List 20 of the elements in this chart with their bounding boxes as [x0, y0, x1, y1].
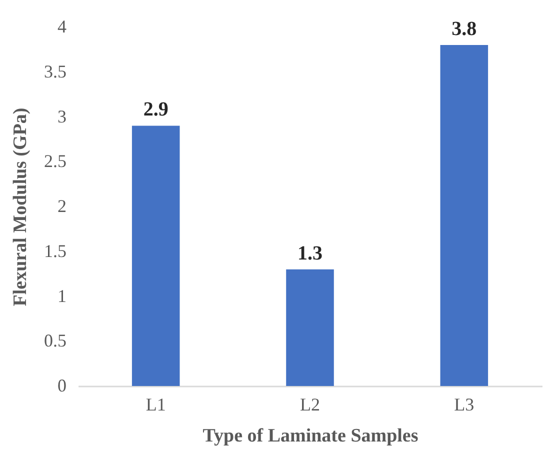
data-label: 1.3 [298, 242, 322, 264]
y-tick-label: 3.5 [44, 61, 66, 82]
bar [440, 44, 488, 386]
y-tick-label: 1.5 [44, 240, 66, 261]
x-tick-label: L3 [454, 394, 474, 414]
x-tick-label: L2 [300, 394, 320, 414]
data-label: 3.8 [452, 18, 477, 40]
x-axis-title: Type of Laminate Samples [202, 426, 418, 446]
bar [132, 126, 180, 386]
y-tick-label: 2.5 [44, 151, 66, 172]
y-tick-label: 2 [58, 196, 66, 216]
y-tick-label: 0 [58, 376, 66, 396]
y-tick-label: 4 [58, 16, 66, 36]
y-tick-label: 1 [58, 286, 66, 306]
y-tick-label: 0.5 [44, 330, 66, 351]
y-axis-title: Flexural Modulus (GPa) [10, 108, 31, 306]
data-label: 2.9 [143, 98, 168, 121]
bar [286, 269, 334, 386]
y-tick-label: 3 [58, 106, 66, 126]
x-tick-label: L1 [146, 394, 166, 414]
